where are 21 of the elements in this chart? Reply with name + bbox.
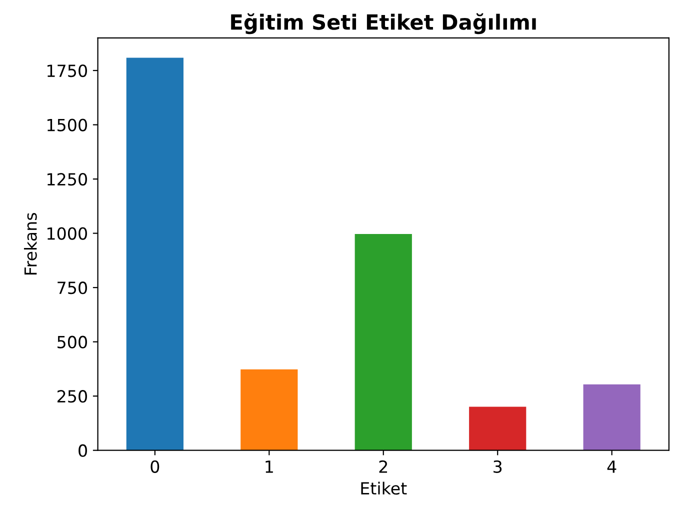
bar	[354, 234, 412, 450]
y-tick-label: 1750	[48, 64, 87, 78]
y-tick-label: 750	[58, 282, 87, 294]
x-tick-label: 3	[494, 460, 502, 473]
y-tick-label: 1250	[48, 172, 87, 186]
y-tick-label: 1500	[48, 118, 87, 132]
y-tick-label: 1000	[48, 227, 87, 240]
x-tick-label: 1	[266, 460, 273, 473]
y-tick-label: 250	[58, 390, 87, 403]
bar	[469, 406, 526, 450]
x-axis-title: Etiket	[361, 482, 407, 495]
bar	[126, 58, 184, 450]
y-axis-title: Frekans	[24, 212, 37, 274]
chart-title: Eğitim Seti Etiket Dağılımı	[231, 13, 536, 34]
y-tick-label: 500	[58, 336, 87, 348]
x-tick-label: 4	[607, 460, 616, 473]
bar	[583, 384, 640, 450]
bar	[240, 369, 298, 450]
x-tick-label: 2	[379, 460, 388, 473]
y-tick-label: 0	[78, 444, 87, 457]
x-tick-label: 0	[150, 460, 160, 473]
